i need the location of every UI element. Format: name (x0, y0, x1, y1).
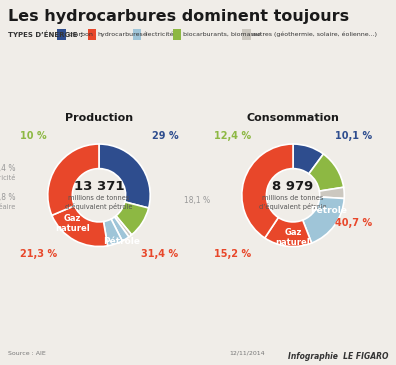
Text: 2,4 %: 2,4 % (0, 164, 16, 173)
Wedge shape (114, 216, 131, 237)
Wedge shape (48, 144, 99, 215)
Wedge shape (52, 206, 108, 246)
Text: 12,4 %: 12,4 % (213, 131, 251, 141)
Text: hydrocarbures: hydrocarbures (97, 32, 143, 37)
Text: Infographie  LE FIGARO: Infographie LE FIGARO (287, 351, 388, 361)
Text: millions de tonnes: millions de tonnes (69, 195, 129, 201)
Text: Pétrole: Pétrole (104, 237, 141, 246)
Wedge shape (111, 217, 129, 241)
Wedge shape (293, 144, 324, 174)
Text: 18,1 %: 18,1 % (184, 196, 210, 205)
Text: Pétrole: Pétrole (310, 206, 347, 215)
Text: 13 371: 13 371 (74, 180, 124, 193)
Text: 8 979: 8 979 (272, 180, 314, 193)
Text: 21,3 %: 21,3 % (19, 249, 57, 259)
Text: Source : AIE: Source : AIE (8, 351, 46, 356)
Wedge shape (116, 202, 148, 235)
Text: électricité: électricité (143, 32, 174, 37)
Text: biocarburants, biomasse: biocarburants, biomasse (183, 32, 261, 37)
Wedge shape (265, 218, 312, 246)
Text: 40,7 %: 40,7 % (335, 219, 373, 228)
Text: 10,1 %: 10,1 % (335, 131, 373, 141)
Text: d’équivalent pétrole: d’équivalent pétrole (259, 203, 327, 210)
Text: millions de tonnes: millions de tonnes (263, 195, 324, 201)
Text: 4,8 %: 4,8 % (0, 193, 16, 202)
Wedge shape (99, 144, 150, 208)
Text: Nucléaire: Nucléaire (0, 204, 16, 210)
Text: d’équivalent pétrole: d’équivalent pétrole (65, 203, 133, 210)
Wedge shape (303, 197, 344, 243)
Wedge shape (242, 144, 293, 238)
Title: Production: Production (65, 113, 133, 123)
Text: charbon: charbon (67, 32, 93, 37)
Text: TYPES D’ÉNERGIE :: TYPES D’ÉNERGIE : (8, 31, 85, 38)
Text: 10 %: 10 % (19, 131, 46, 141)
Wedge shape (103, 219, 122, 246)
Text: Les hydrocarbures dominent toujours: Les hydrocarbures dominent toujours (8, 9, 349, 24)
Text: Gaz
naturel: Gaz naturel (55, 214, 90, 233)
Text: Gaz
naturel: Gaz naturel (276, 228, 310, 247)
Text: 15,2 %: 15,2 % (213, 249, 251, 259)
Wedge shape (319, 187, 344, 199)
Text: autres (géothermie, solaire, éolienne...): autres (géothermie, solaire, éolienne...… (252, 32, 377, 38)
Text: hydroélectricité: hydroélectricité (0, 174, 16, 181)
Text: 31,4 %: 31,4 % (141, 249, 179, 259)
Text: 12/11/2014: 12/11/2014 (230, 351, 265, 356)
Text: 29 %: 29 % (152, 131, 179, 141)
Wedge shape (309, 154, 344, 191)
Title: Consommation: Consommation (247, 113, 339, 123)
